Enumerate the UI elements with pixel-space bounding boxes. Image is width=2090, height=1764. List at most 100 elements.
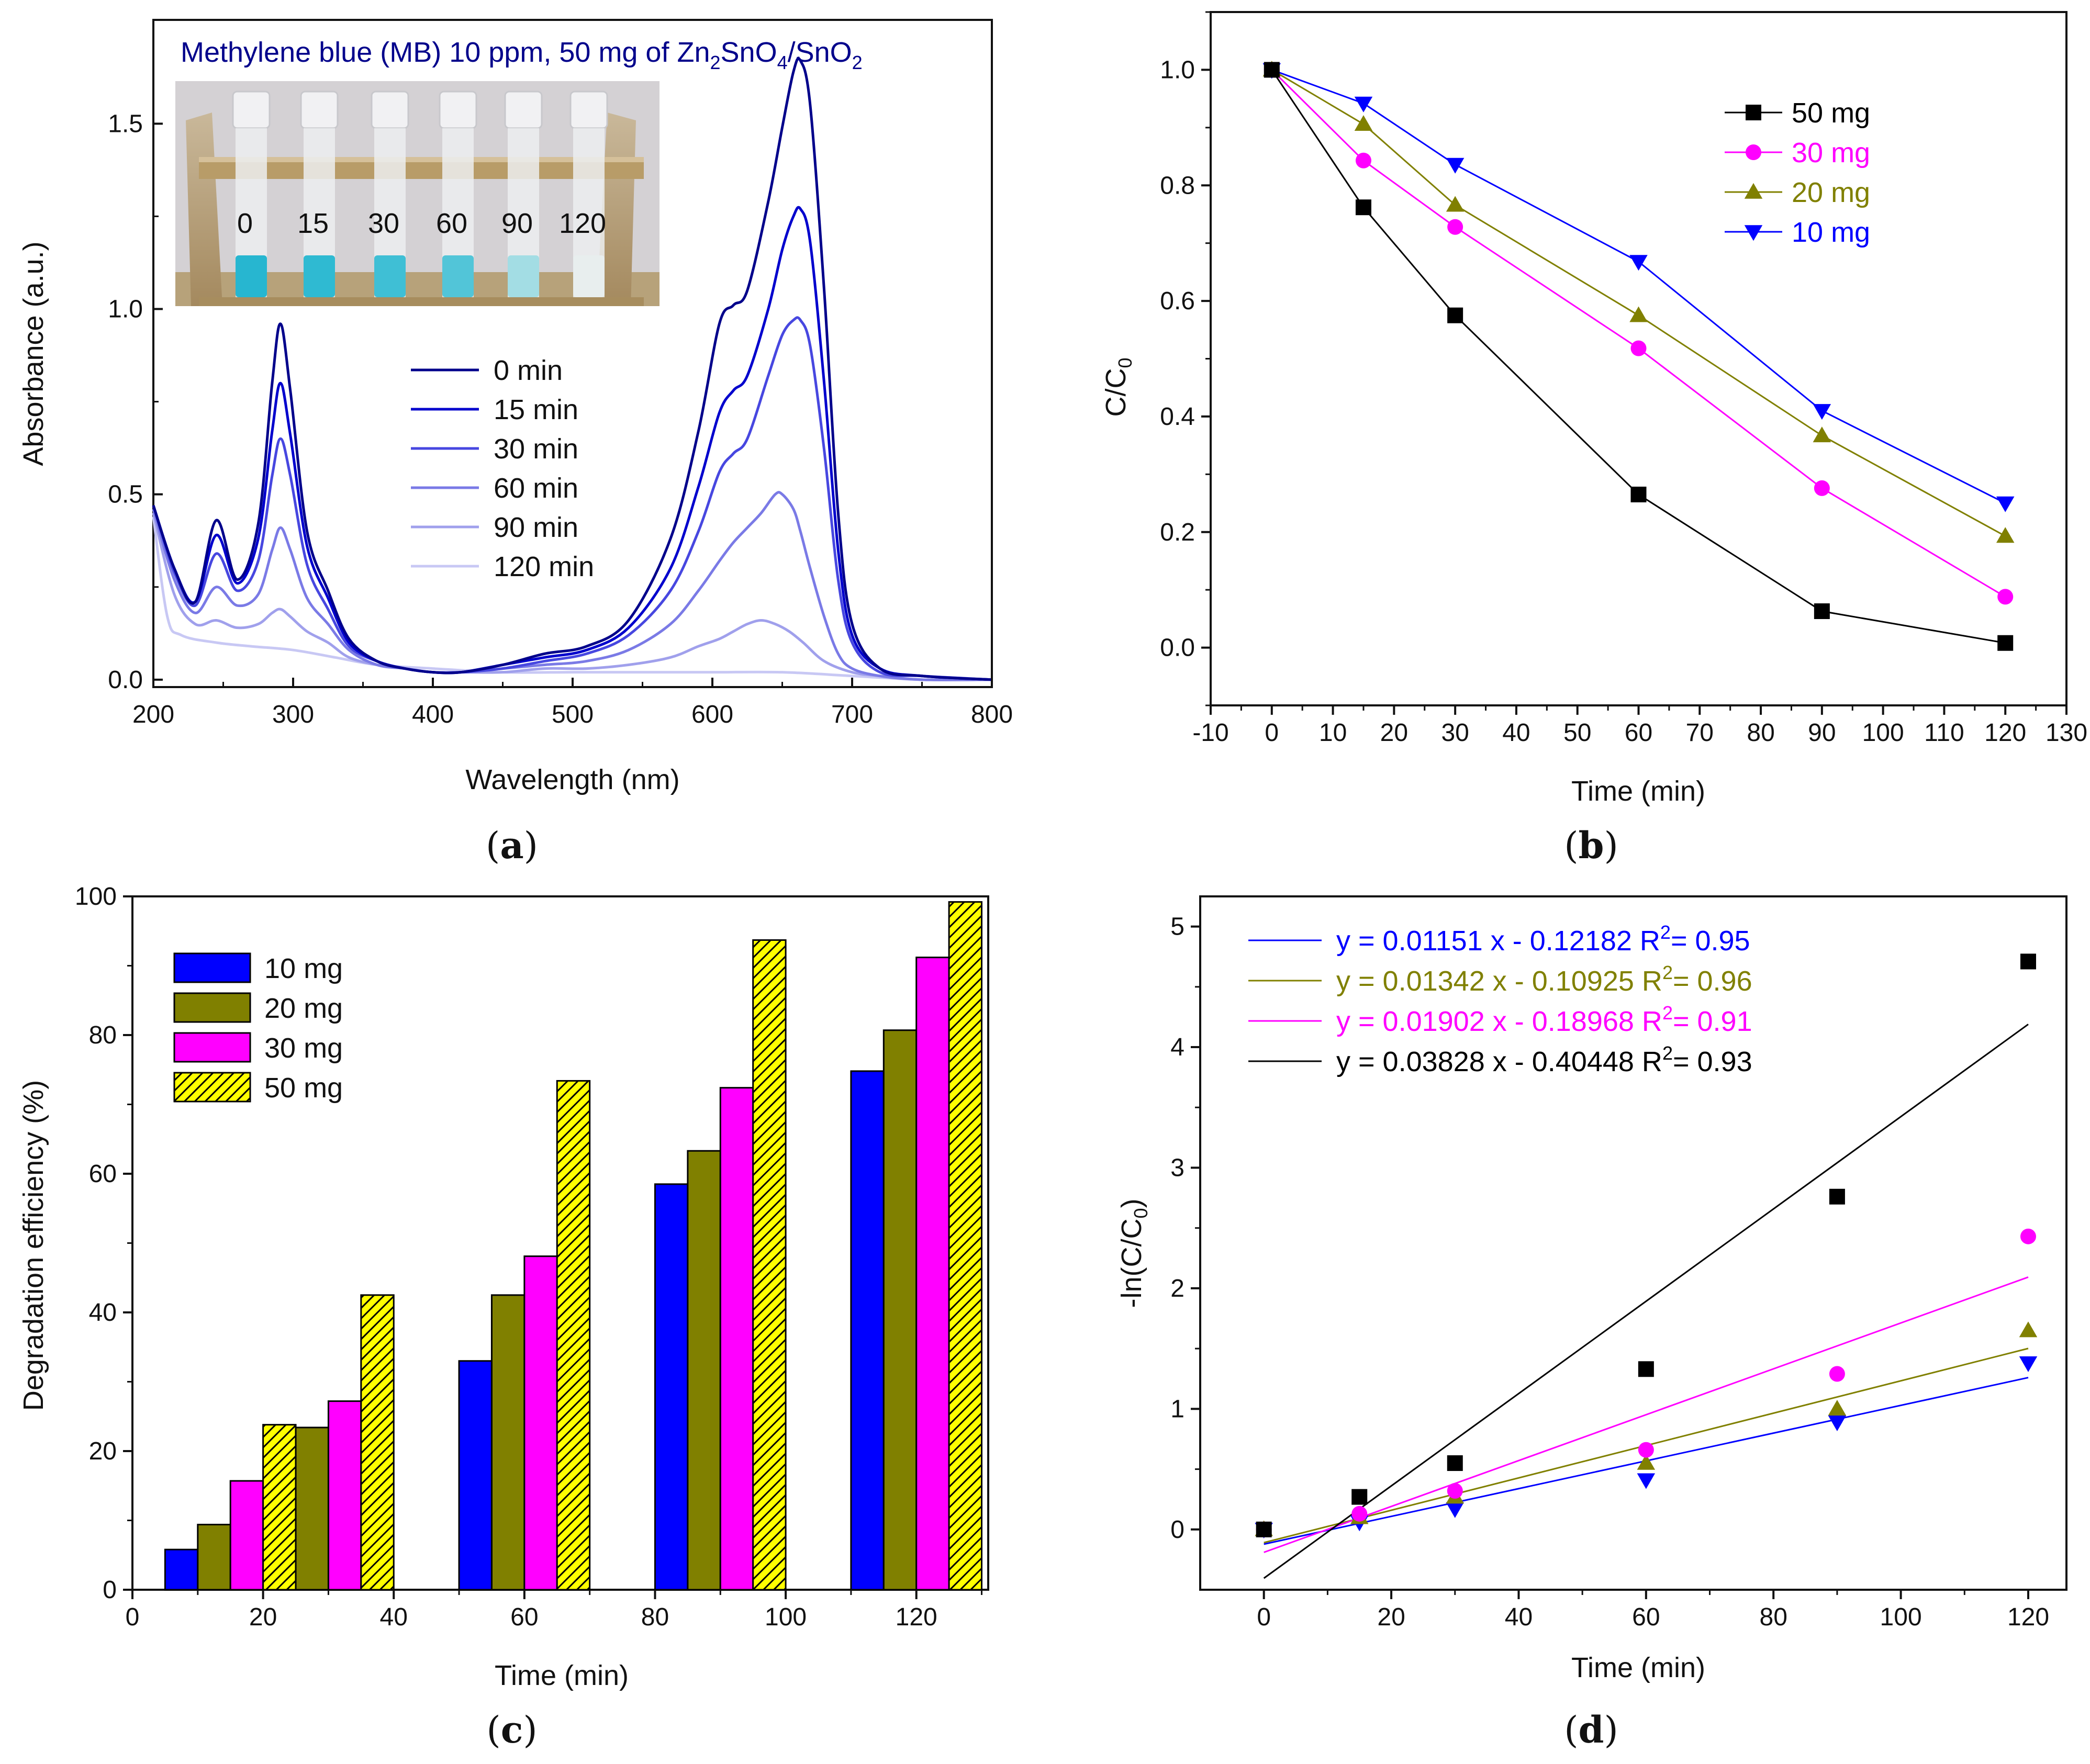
panel-a-xtick-label: 200 (132, 701, 174, 728)
panel-a-legend-label: 15 min (494, 394, 578, 425)
panel-b-legend-label: 30 mg (1792, 137, 1870, 168)
panel-c-xtick-label: 40 (380, 1603, 408, 1631)
panel-d-xtick-label: 120 (2007, 1603, 2049, 1631)
panel-b-line-10-mg (1271, 69, 2006, 504)
panel-a-xlabel: Wavelength (nm) (465, 764, 679, 795)
panel-a-xtick-label: 800 (971, 701, 1013, 728)
panel-c-bar (948, 901, 983, 1591)
panel-b-line-20-mg (1271, 69, 2006, 537)
panel-c-xtick-label: 0 (126, 1603, 140, 1631)
panel-b: -10 0 10 20 30 40 50 60 70 80 90 100 110 120 130 0.0 0.2… (1100, 11, 2087, 867)
panel-a-curve-60-min (152, 491, 992, 681)
vial-cap (504, 91, 543, 129)
panel-b-xtick-label: 30 (1441, 719, 1469, 747)
panel-c-bar (556, 1080, 591, 1591)
panel-a-xtick-label: 400 (412, 701, 454, 728)
panel-c-caption: (c) (486, 1708, 537, 1751)
vial-cap (569, 91, 608, 129)
panel-d-point (1829, 1188, 1845, 1205)
panel-b-point (1446, 196, 1465, 212)
panel-a-ytick-label: 0.5 (108, 481, 143, 509)
panel-b-legend-marker (1746, 105, 1761, 120)
vial-liquid (236, 255, 267, 297)
panel-d-xtick-label: 20 (1377, 1603, 1405, 1631)
panel-d-eq-main: y = 0.03828 x - 0.40448 R (1336, 1046, 1662, 1077)
panel-d-ytick-label: 2 (1170, 1275, 1184, 1302)
panel-c-ticks: 0 20 40 60 80 100 120 0 20 40 60 80 100 (75, 883, 983, 1631)
panel-c-legend-label: 10 mg (264, 953, 343, 984)
panel-c-xtick-label: 80 (641, 1603, 669, 1631)
panel-b-point (1997, 589, 2014, 605)
panel-b-legend-label: 10 mg (1792, 217, 1870, 248)
panel-d-eq-main: y = 0.01151 x - 0.12182 R (1336, 925, 1660, 957)
panel-a-legend-label: 90 min (494, 512, 578, 543)
panel-c-legend-swatch (173, 1032, 251, 1063)
panel-a-legend-label: 60 min (494, 473, 578, 504)
panel-b-point (1814, 603, 1830, 620)
panel-d-xlabel: Time (min) (1571, 1652, 1705, 1683)
panel-d-eq-sup: 2 (1662, 1002, 1673, 1024)
panel-b-legend-marker (1746, 144, 1761, 160)
panel-b-point (1814, 480, 1830, 496)
vial-label: 120 (559, 208, 606, 239)
panel-c-bar (654, 1183, 689, 1591)
panel-b-xtick-label: 60 (1625, 719, 1652, 747)
panel-b-point (1813, 426, 1831, 443)
panel-d-ylabel: -ln(C/C0) (1116, 1198, 1152, 1308)
panel-b-point (1446, 158, 1465, 174)
panel-b-point (1629, 255, 1648, 271)
vial-liquid (573, 255, 605, 297)
panel-d-point (1446, 1502, 1465, 1518)
panel-d-ticks: 0 20 40 60 80 100 120 0 1 2 3 4 5 (1170, 913, 2049, 1631)
panel-d-legend-equation: y = 0.01342 x - 0.10925 R2= 0.96 (1336, 962, 1752, 997)
vial-cap (232, 91, 271, 129)
panel-d-point (1637, 1473, 1656, 1489)
panel-b-point (1996, 527, 2015, 543)
vial-label: 60 (436, 208, 467, 239)
panel-c-legend-label: 50 mg (264, 1072, 343, 1104)
panel-d-eq-main: y = 0.01342 x - 0.10925 R (1336, 965, 1662, 997)
vial-cap (439, 91, 477, 129)
panel-c-bar (719, 1087, 754, 1591)
panel-b-point (1997, 635, 2014, 651)
panel-b-legend-label: 50 mg (1792, 97, 1870, 129)
panel-a-title: Methylene blue (MB) 10 ppm, 50 mg of Zn2… (181, 37, 863, 73)
panel-b-xtick-label: 130 (2046, 719, 2087, 747)
panel-b-series (1262, 61, 2015, 651)
panel-b-ticks: -10 0 10 20 30 40 50 60 70 80 90 100 110 120 130 0.0 0.2… (1160, 11, 2087, 747)
panel-d-point (2020, 1228, 2036, 1244)
panel-d-eq-sup: 2 (1660, 922, 1671, 943)
panel-c-legend-label: 30 mg (264, 1032, 343, 1064)
panel-b-point (1996, 496, 2015, 512)
panel-c-bar (327, 1400, 362, 1591)
panel-c-legend-swatch (173, 992, 251, 1023)
panel-d-legend-equation: y = 0.01902 x - 0.18968 R2= 0.91 (1336, 1002, 1752, 1037)
panel-b-ytick-label: 0.8 (1160, 172, 1195, 199)
panel-a-xtick-label: 700 (831, 701, 873, 728)
panel-c-ytick-label: 0 (103, 1576, 117, 1604)
panel-c-legend-swatch (173, 952, 251, 983)
panel-c-ytick-label: 20 (89, 1437, 117, 1465)
panel-d-point (1638, 1442, 1654, 1458)
panel-b-ytick-label: 0.0 (1160, 634, 1195, 662)
panel-c: 0 20 40 60 80 100 120 0 20 40 60 80 100 10 mg 20 mg 30… (18, 883, 989, 1751)
panel-b-xtick-label: 40 (1502, 719, 1530, 747)
panel-c-xtick-label: 20 (249, 1603, 277, 1631)
panel-d-point (1351, 1489, 1368, 1505)
panel-c-bar (197, 1523, 231, 1591)
panel-b-caption: (b) (1564, 824, 1618, 867)
panel-c-ytick-label: 100 (75, 883, 117, 911)
panel-d-ytick-label: 4 (1170, 1033, 1184, 1061)
panel-a-curve-30-min (152, 316, 992, 681)
panel-a-legend-label: 0 min (494, 355, 563, 386)
panel-c-ytick-label: 80 (89, 1021, 117, 1049)
panel-b-point (1813, 404, 1831, 420)
panel-d-point (1351, 1505, 1368, 1522)
panel-b-point (1264, 62, 1280, 78)
panel-d-xtick-label: 60 (1632, 1603, 1660, 1631)
panel-a-ytick-label: 0.0 (108, 666, 143, 694)
panel-c-legend: 10 mg 20 mg 30 mg 50 mg (173, 952, 343, 1104)
panel-c-xtick-label: 120 (896, 1603, 937, 1631)
